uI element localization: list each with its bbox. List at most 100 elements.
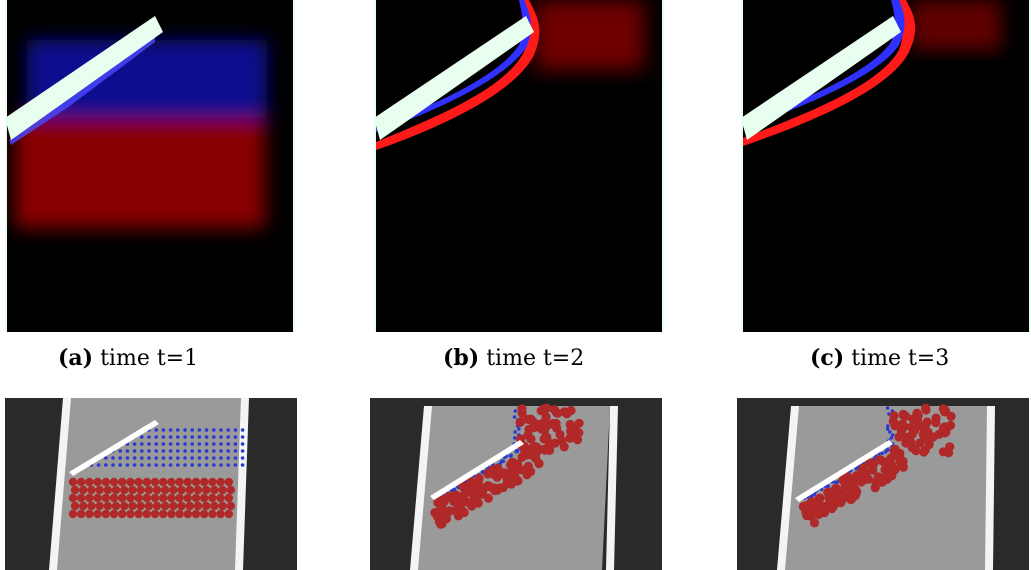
- particle: [219, 449, 223, 453]
- particle: [132, 456, 137, 460]
- particle: [111, 485, 121, 495]
- particle: [204, 463, 209, 467]
- particle: [197, 428, 202, 432]
- particle: [161, 449, 166, 453]
- render-side-wall: [49, 398, 71, 570]
- particle: [226, 501, 235, 511]
- particle: [87, 501, 96, 511]
- render-b: [370, 398, 662, 570]
- particle: [216, 509, 225, 519]
- particle: [941, 427, 951, 437]
- particle: [142, 509, 151, 519]
- particle: [515, 449, 519, 454]
- wall-slab: [741, 16, 901, 140]
- particle: [125, 463, 130, 467]
- particle: [807, 497, 817, 507]
- particle: [77, 477, 86, 487]
- particle: [212, 449, 216, 453]
- panel-b-density-field: [374, 0, 664, 332]
- particle: [539, 426, 549, 436]
- particle: [103, 501, 113, 511]
- particle: [134, 477, 143, 487]
- particle: [140, 442, 144, 446]
- render-side-wall: [985, 406, 995, 570]
- render-c: [737, 398, 1029, 570]
- particle: [134, 509, 143, 519]
- blue-fluid-stream: [376, 0, 532, 132]
- particle: [193, 501, 203, 511]
- particle: [176, 435, 180, 439]
- particle: [185, 485, 194, 495]
- particle: [168, 463, 173, 467]
- particle: [191, 493, 201, 503]
- particle: [515, 417, 525, 427]
- particle: [534, 459, 544, 469]
- particle: [103, 485, 113, 495]
- particle: [204, 456, 209, 460]
- particle: [913, 411, 923, 421]
- particle: [829, 501, 839, 511]
- particle: [77, 509, 86, 519]
- particle: [233, 435, 238, 439]
- render-slab: [430, 440, 524, 500]
- particle: [523, 414, 533, 424]
- particle: [183, 493, 192, 503]
- particle: [126, 493, 135, 503]
- particle: [118, 477, 127, 487]
- particle: [111, 463, 115, 467]
- red-fluid-region: [15, 118, 265, 228]
- particle: [118, 456, 122, 460]
- particle: [68, 509, 78, 519]
- particle: [457, 493, 467, 503]
- particle: [183, 477, 192, 487]
- particle: [889, 436, 894, 440]
- red-fluid-stream: [743, 0, 916, 146]
- particle: [226, 428, 230, 432]
- particle: [183, 442, 187, 446]
- particle: [894, 432, 904, 442]
- particle: [809, 518, 820, 528]
- particle: [240, 442, 245, 446]
- particle: [224, 509, 233, 519]
- render-floor: [781, 406, 991, 570]
- particle: [120, 485, 129, 495]
- particle: [183, 463, 187, 467]
- particle: [885, 427, 890, 431]
- caption-label: time t=3: [851, 346, 950, 371]
- particle: [125, 456, 130, 460]
- particle: [85, 493, 94, 503]
- particle: [200, 493, 209, 503]
- particle: [197, 456, 202, 460]
- particle: [931, 418, 941, 428]
- particle: [233, 463, 238, 467]
- particle: [902, 432, 912, 442]
- particle: [240, 435, 245, 439]
- particle: [899, 422, 909, 432]
- particle: [161, 485, 170, 495]
- particle: [526, 434, 536, 444]
- particle: [513, 430, 517, 434]
- particle: [886, 424, 890, 428]
- particle: [841, 472, 851, 482]
- particle: [168, 428, 173, 432]
- particle: [219, 463, 223, 467]
- particle: [885, 406, 890, 410]
- particle: [68, 493, 78, 503]
- caption-c: (c) time t=3: [810, 345, 949, 371]
- render-side-wall: [235, 398, 249, 570]
- particle: [233, 449, 238, 453]
- density-field-image: [741, 0, 1031, 332]
- particle: [513, 409, 518, 413]
- particle: [473, 479, 483, 489]
- particle: [175, 509, 184, 519]
- density-field-image: [5, 0, 295, 332]
- particle: [240, 428, 245, 432]
- particle-render-image: [5, 398, 297, 570]
- particle: [880, 451, 884, 456]
- particle: [101, 477, 111, 487]
- particle: [190, 435, 194, 439]
- particle: [208, 477, 217, 487]
- particle: [886, 448, 890, 452]
- particle: [483, 481, 493, 491]
- particle: [161, 501, 170, 511]
